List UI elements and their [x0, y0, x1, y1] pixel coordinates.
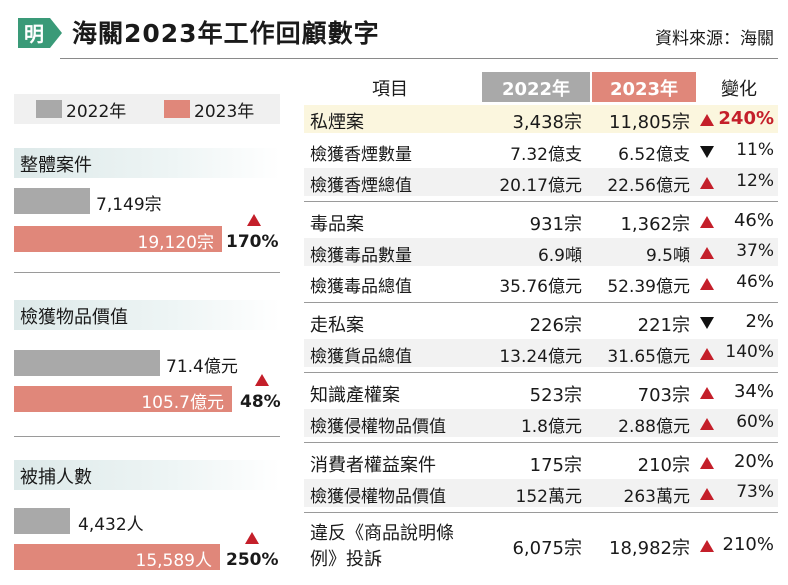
increase-arrow-icon: [700, 457, 714, 469]
title-divider: [60, 58, 778, 59]
value-arrests-2022: 4,432人: [78, 515, 144, 535]
legend-swatch-2023: [164, 100, 190, 118]
legend-swatch-2022: [36, 100, 62, 118]
value-cases-2022: 7,149宗: [96, 195, 162, 215]
change-arrests: 250%: [226, 550, 279, 570]
header: 明 海關2023年工作回顧數字 資料來源：海關: [0, 0, 788, 66]
table-row: 知識產權案 523宗 703宗 34%: [310, 381, 774, 406]
source-note: 資料來源：海關: [655, 29, 774, 49]
group-divider: [304, 302, 778, 303]
group-divider: [304, 372, 778, 373]
bar-goods-value-2023: [14, 386, 232, 412]
increase-arrow-icon: [700, 348, 714, 360]
increase-arrow-icon: [700, 216, 714, 228]
bar-arrests-2022: [14, 508, 70, 534]
bar-cases-2023: [14, 226, 222, 252]
value-goods-value-2023: 105.7億元: [141, 393, 224, 413]
legend-label-2023: 2023年: [194, 102, 255, 122]
table-row: 檢獲香煙數量 7.32億支 6.52億支 11%: [310, 140, 774, 165]
increase-arrow-icon: [700, 177, 714, 189]
change-cases: 170%: [226, 232, 279, 252]
table-row: 檢獲侵權物品價值 152萬元 263萬元 73%: [304, 479, 778, 507]
bar-goods-value-2022: [14, 350, 160, 376]
table-row: 檢獲毒品數量 6.9噸 9.5噸 37%: [304, 238, 778, 266]
col-header-2023: 2023年: [592, 72, 696, 102]
table-row: 消費者權益案件 175宗 210宗 20%: [310, 451, 774, 476]
legend: 2022年 2023年: [14, 94, 280, 124]
table-row: 走私案 226宗 221宗 2%: [310, 311, 774, 336]
increase-arrow-icon: [700, 278, 714, 290]
increase-arrow-icon: [247, 214, 261, 226]
page-title: 海關2023年工作回顧數字: [72, 19, 380, 48]
bar-cases-2022: [14, 188, 90, 214]
svg-text:明: 明: [24, 22, 44, 46]
summary-title-cases: 整體案件: [14, 148, 280, 178]
col-header-change: 變化: [721, 79, 757, 100]
table-row: 檢獲貨品總值 13.24億元 31.65億元 140%: [304, 339, 778, 367]
legend-label-2022: 2022年: [66, 102, 127, 122]
table-row: 違反《商品說明條例》投訴 6,075宗 18,982宗 210%: [310, 523, 774, 570]
table-row: 毒品案 931宗 1,362宗 46%: [310, 210, 774, 235]
section-divider: [14, 436, 280, 437]
increase-arrow-icon: [700, 488, 714, 500]
value-arrests-2023: 15,589人: [135, 551, 212, 571]
group-divider: [304, 201, 778, 202]
section-divider: [14, 272, 280, 273]
group-divider: [304, 442, 778, 443]
increase-arrow-icon: [700, 540, 714, 552]
change-goods-value: 48%: [240, 392, 281, 412]
table-row: 檢獲毒品總值 35.76億元 52.39億元 46%: [310, 272, 774, 297]
increase-arrow-icon: [245, 532, 259, 544]
table-row: 私煙案 3,438宗 11,805宗 240%: [304, 105, 778, 133]
increase-arrow-icon: [255, 374, 269, 386]
decrease-arrow-icon: [700, 317, 714, 329]
group-divider: [304, 512, 778, 513]
decrease-arrow-icon: [700, 146, 714, 158]
ming-pao-logo-icon: 明: [18, 18, 62, 48]
increase-arrow-icon: [700, 418, 714, 430]
summary-title-arrests: 被捕人數: [14, 460, 280, 490]
table-row: 檢獲侵權物品價值 1.8億元 2.88億元 60%: [304, 409, 778, 437]
increase-arrow-icon: [700, 387, 714, 399]
value-goods-value-2022: 71.4億元: [166, 357, 238, 377]
increase-arrow-icon: [700, 247, 714, 259]
summary-title-goods-value: 檢獲物品價值: [14, 300, 280, 330]
increase-arrow-icon: [700, 114, 714, 126]
table-row: 檢獲香煙總值 20.17億元 22.56億元 12%: [304, 168, 778, 196]
bar-arrests-2023: [14, 544, 220, 570]
value-cases-2023: 19,120宗: [137, 233, 214, 253]
col-header-item: 項目: [372, 79, 408, 100]
col-header-2022: 2022年: [482, 72, 590, 102]
